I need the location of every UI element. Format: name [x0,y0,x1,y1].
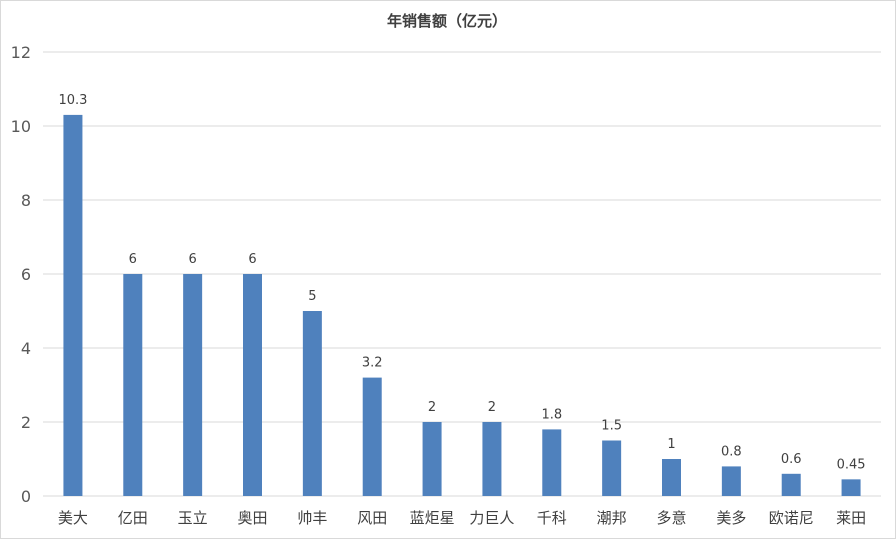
x-category-label: 亿田 [118,509,148,527]
x-category-label: 千科 [537,509,567,527]
x-axis-categories: 美大 亿田 玉立 奥田 帅丰 风田 蓝炬星 力巨人 千科 潮邦 多意 美多 欧诺尼 莱田 [58,509,866,527]
y-tick-label: 4 [21,339,31,358]
data-label: 1 [667,437,675,452]
data-label: 6 [189,252,197,267]
bar [63,114,83,497]
data-label: 0.8 [721,444,742,459]
data-label: 6 [129,252,137,267]
data-label: 5 [308,289,316,304]
x-category-label: 美大 [58,509,88,527]
bar [123,274,143,496]
y-tick-label: 0 [21,487,31,506]
data-label: 1.8 [541,407,562,422]
bar [302,311,322,496]
y-tick-label: 6 [21,265,31,284]
y-tick-label: 10 [11,117,31,136]
x-category-label: 多意 [656,509,686,527]
bar [243,274,262,496]
gridlines [43,51,881,497]
data-label: 10.3 [58,93,87,108]
bar [482,422,502,496]
x-category-label: 美多 [716,509,746,527]
bars [63,114,861,497]
x-category-label: 蓝炬星 [410,509,455,527]
data-label: 6 [248,252,256,267]
bar [542,429,562,496]
bar [422,422,442,496]
y-tick-label: 12 [11,43,31,62]
bar [602,440,622,496]
x-category-label: 潮邦 [597,509,627,527]
bar [721,466,741,496]
bar [662,459,681,496]
x-category-label: 力巨人 [469,509,514,527]
data-label: 1.5 [601,419,622,434]
bar [362,377,382,496]
chart-title: 年销售额（亿元） [387,12,507,30]
bar [781,473,801,496]
data-label: 2 [488,400,496,415]
data-labels: 10.3 6 6 6 5 3.2 2 2 1.8 1.5 1 0.8 0.6 0.45 [58,93,865,472]
x-category-label: 玉立 [178,509,208,527]
data-label: 2 [428,400,436,415]
y-tick-label: 2 [21,413,31,432]
x-category-label: 欧诺尼 [769,509,814,527]
x-category-label: 奥田 [237,509,267,527]
bar [841,479,861,496]
y-axis-ticks: 0 2 4 6 8 10 12 [11,43,31,506]
data-label: 0.45 [837,457,866,472]
data-label: 3.2 [362,356,383,371]
data-label: 0.6 [781,452,802,467]
bar [183,274,203,496]
x-category-label: 莱田 [836,509,866,527]
y-tick-label: 8 [21,191,31,210]
x-category-label: 风田 [357,509,387,527]
x-category-label: 帅丰 [297,509,327,527]
